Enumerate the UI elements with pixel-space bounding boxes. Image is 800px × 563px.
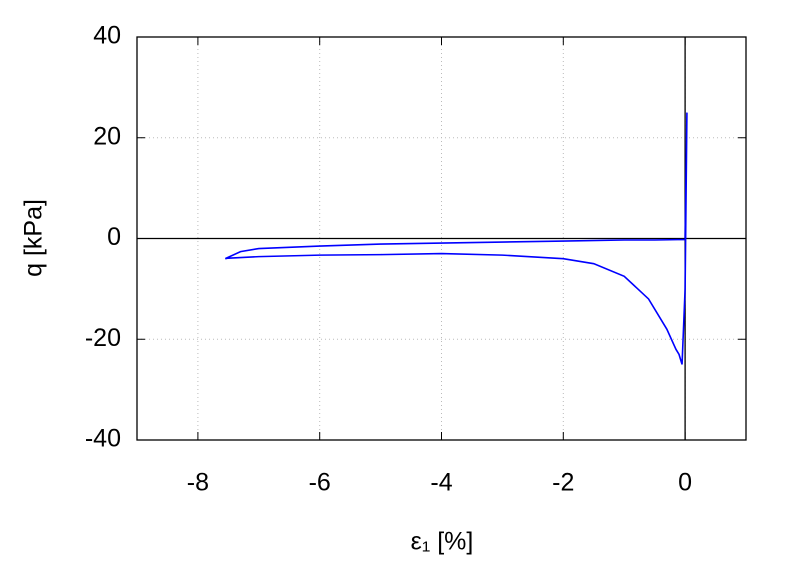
x-tick-label: -8 [187,469,209,497]
y-tick-label: 20 [93,122,121,150]
x-tick-label: -2 [552,469,574,497]
x-axis-label: ε₁ [%] [411,528,474,556]
data-line [224,112,688,365]
y-tick-label: -40 [85,425,121,453]
y-tick-label: 40 [93,22,121,50]
x-tick-label: -6 [309,469,331,497]
plot-frame [136,36,747,441]
x-tick-label: 0 [678,469,692,497]
y-tick-label: 0 [107,223,121,251]
x-tick-label: -4 [430,469,452,497]
y-tick-label: -20 [85,324,121,352]
y-axis-label: q [kPa] [20,199,48,277]
